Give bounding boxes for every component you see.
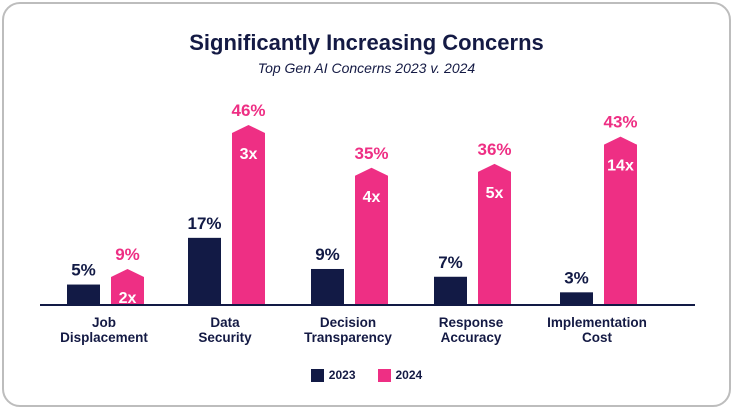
category-label-4-0: Implementation [547, 315, 647, 330]
multiplier-label-4: 14x [607, 158, 634, 175]
bar-2024-3 [478, 163, 511, 304]
bar-2024-4 [604, 136, 637, 304]
category-label-3-1: Accuracy [441, 330, 502, 345]
chart-title: Significantly Increasing Concerns [189, 30, 544, 55]
category-label-1-0: Data [210, 315, 240, 330]
multiplier-label-3: 5x [486, 185, 504, 202]
chart-subtitle: Top Gen AI Concerns 2023 v. 2024 [257, 60, 476, 76]
value-label-2024-1: 46% [231, 101, 265, 120]
value-label-2024-0: 9% [115, 245, 140, 264]
legend-label-2024: 2024 [395, 368, 423, 382]
bar-2023-0 [67, 284, 100, 304]
value-label-2023-1: 17% [187, 214, 221, 233]
bar-2024-2 [355, 167, 388, 304]
value-label-2024-2: 35% [354, 144, 388, 163]
category-label-0-0: Job [92, 315, 116, 330]
category-label-3-0: Response [439, 315, 504, 330]
value-label-2023-0: 5% [71, 261, 96, 280]
bar-2023-4 [560, 292, 593, 304]
category-label-1-1: Security [198, 330, 252, 345]
category-label-0-1: Displacement [60, 330, 148, 345]
category-label-2-0: Decision [320, 315, 376, 330]
value-label-2024-3: 36% [477, 140, 511, 159]
multiplier-label-1: 3x [240, 146, 258, 163]
category-label-4-1: Cost [582, 330, 613, 345]
legend: 2023 2024 [0, 368, 733, 382]
legend-label-2023: 2023 [328, 368, 356, 382]
category-label-2-1: Transparency [304, 330, 392, 345]
bar-2024-0 [111, 268, 144, 304]
legend-item-2023: 2023 [310, 368, 356, 382]
value-label-2023-2: 9% [315, 245, 340, 264]
bar-2024-1 [232, 125, 265, 304]
bar-2023-1 [188, 237, 221, 304]
legend-swatch-2024 [377, 368, 391, 382]
multiplier-label-2: 4x [363, 189, 381, 206]
multiplier-label-0: 2x [119, 290, 137, 307]
value-label-2023-4: 3% [564, 268, 589, 287]
legend-item-2024: 2024 [377, 368, 423, 382]
bar-2023-3 [434, 276, 467, 304]
bar-2023-2 [311, 268, 344, 304]
value-label-2024-4: 43% [603, 113, 637, 132]
value-label-2023-3: 7% [438, 253, 463, 272]
legend-swatch-2023 [310, 368, 324, 382]
